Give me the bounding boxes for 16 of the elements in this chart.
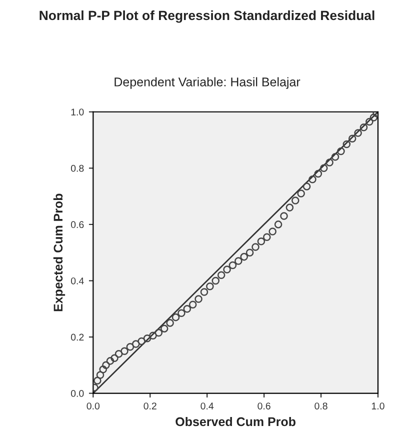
- x-tick-label: 0.2: [144, 402, 156, 410]
- x-tick-label: 1.0: [372, 402, 384, 410]
- x-tick-label: 0.4: [200, 402, 214, 410]
- x-axis-title: Observed Cum Prob: [176, 416, 296, 426]
- y-tick-label: 0.0: [70, 390, 84, 397]
- chart-title: Normal P-P Plot of Regression Standardized Residual: [40, 10, 374, 23]
- y-axis-title: Expected Cum Prob: [53, 194, 66, 312]
- y-tick-label: 0.4: [70, 277, 84, 284]
- x-tick-label: 0.0: [86, 402, 100, 410]
- y-tick-label: 0.6: [70, 221, 84, 228]
- y-tick-label: 1.0: [71, 108, 84, 116]
- y-tick-label: 0.2: [70, 334, 84, 341]
- x-tick-label: 0.6: [258, 402, 270, 410]
- x-tick-label: 0.8: [314, 402, 328, 410]
- y-tick-label: 0.8: [70, 164, 84, 172]
- chart-subtitle: Dependent Variable: Hasil Belajar: [114, 77, 300, 89]
